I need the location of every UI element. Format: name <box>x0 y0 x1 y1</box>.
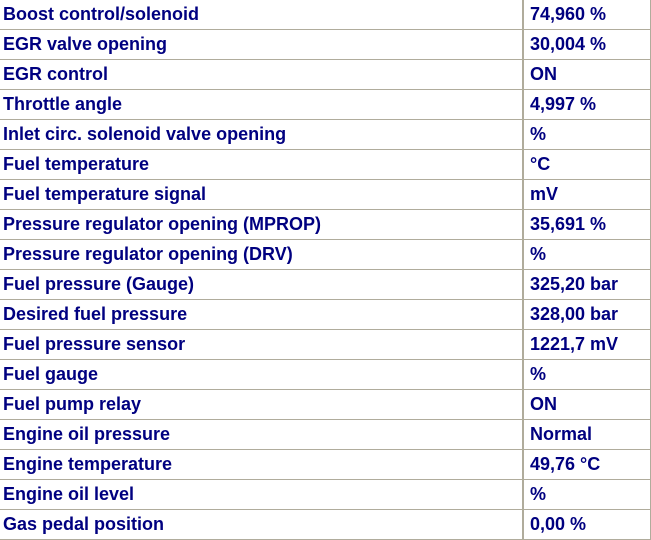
parameter-value: °C <box>523 149 651 180</box>
table-row[interactable]: EGR control ON <box>0 59 651 90</box>
parameter-name: Boost control/solenoid <box>0 0 524 30</box>
parameter-name: Fuel pump relay <box>0 389 524 420</box>
parameter-name: Fuel temperature signal <box>0 179 524 210</box>
parameter-value: 49,76 °C <box>523 449 651 480</box>
parameter-value: % <box>523 239 651 270</box>
table-row[interactable]: Fuel pressure sensor 1221,7 mV <box>0 329 651 360</box>
parameter-name: Engine temperature <box>0 449 524 480</box>
table-row[interactable]: Desired fuel pressure 328,00 bar <box>0 299 651 330</box>
parameter-value: ON <box>523 389 651 420</box>
table-row[interactable]: Inlet circ. solenoid valve opening % <box>0 119 651 150</box>
parameter-name: Engine oil level <box>0 479 524 510</box>
parameter-name: Pressure regulator opening (MPROP) <box>0 209 524 240</box>
table-row[interactable]: Gas pedal position 0,00 % <box>0 509 651 540</box>
parameter-name: Inlet circ. solenoid valve opening <box>0 119 524 150</box>
parameter-name: EGR control <box>0 59 524 90</box>
parameter-value: 325,20 bar <box>523 269 651 300</box>
parameter-value: 74,960 % <box>523 0 651 30</box>
table-row[interactable]: Fuel temperature °C <box>0 149 651 180</box>
parameter-value: 35,691 % <box>523 209 651 240</box>
table-row[interactable]: Fuel gauge % <box>0 359 651 390</box>
table-row[interactable]: Pressure regulator opening (DRV) % <box>0 239 651 270</box>
table-row[interactable]: Throttle angle 4,997 % <box>0 89 651 120</box>
table-row[interactable]: Engine oil level % <box>0 479 651 510</box>
parameter-name: EGR valve opening <box>0 29 524 60</box>
parameter-value: 30,004 % <box>523 29 651 60</box>
parameter-value: % <box>523 359 651 390</box>
parameter-value: % <box>523 119 651 150</box>
table-row[interactable]: Fuel pump relay ON <box>0 389 651 420</box>
table-row[interactable]: Engine oil pressure Normal <box>0 419 651 450</box>
parameter-value: % <box>523 479 651 510</box>
parameter-value: 4,997 % <box>523 89 651 120</box>
table-row[interactable]: Fuel pressure (Gauge) 325,20 bar <box>0 269 651 300</box>
parameter-value: Normal <box>523 419 651 450</box>
parameter-name: Fuel pressure sensor <box>0 329 524 360</box>
table-row[interactable]: Pressure regulator opening (MPROP) 35,691… <box>0 209 651 240</box>
parameter-value: 1221,7 mV <box>523 329 651 360</box>
table-row[interactable]: Boost control/solenoid 74,960 % <box>0 0 651 30</box>
table-row[interactable]: Engine temperature 49,76 °C <box>0 449 651 480</box>
parameter-name: Fuel temperature <box>0 149 524 180</box>
parameter-name: Fuel pressure (Gauge) <box>0 269 524 300</box>
parameter-name: Gas pedal position <box>0 509 524 540</box>
parameter-name: Pressure regulator opening (DRV) <box>0 239 524 270</box>
parameter-name: Fuel gauge <box>0 359 524 390</box>
table-row[interactable]: EGR valve opening 30,004 % <box>0 29 651 60</box>
parameter-name: Throttle angle <box>0 89 524 120</box>
table-row[interactable]: Fuel temperature signal mV <box>0 179 651 210</box>
parameter-value: 328,00 bar <box>523 299 651 330</box>
parameter-value: mV <box>523 179 651 210</box>
parameter-name: Desired fuel pressure <box>0 299 524 330</box>
parameter-value: 0,00 % <box>523 509 651 540</box>
parameter-name: Engine oil pressure <box>0 419 524 450</box>
parameter-value: ON <box>523 59 651 90</box>
